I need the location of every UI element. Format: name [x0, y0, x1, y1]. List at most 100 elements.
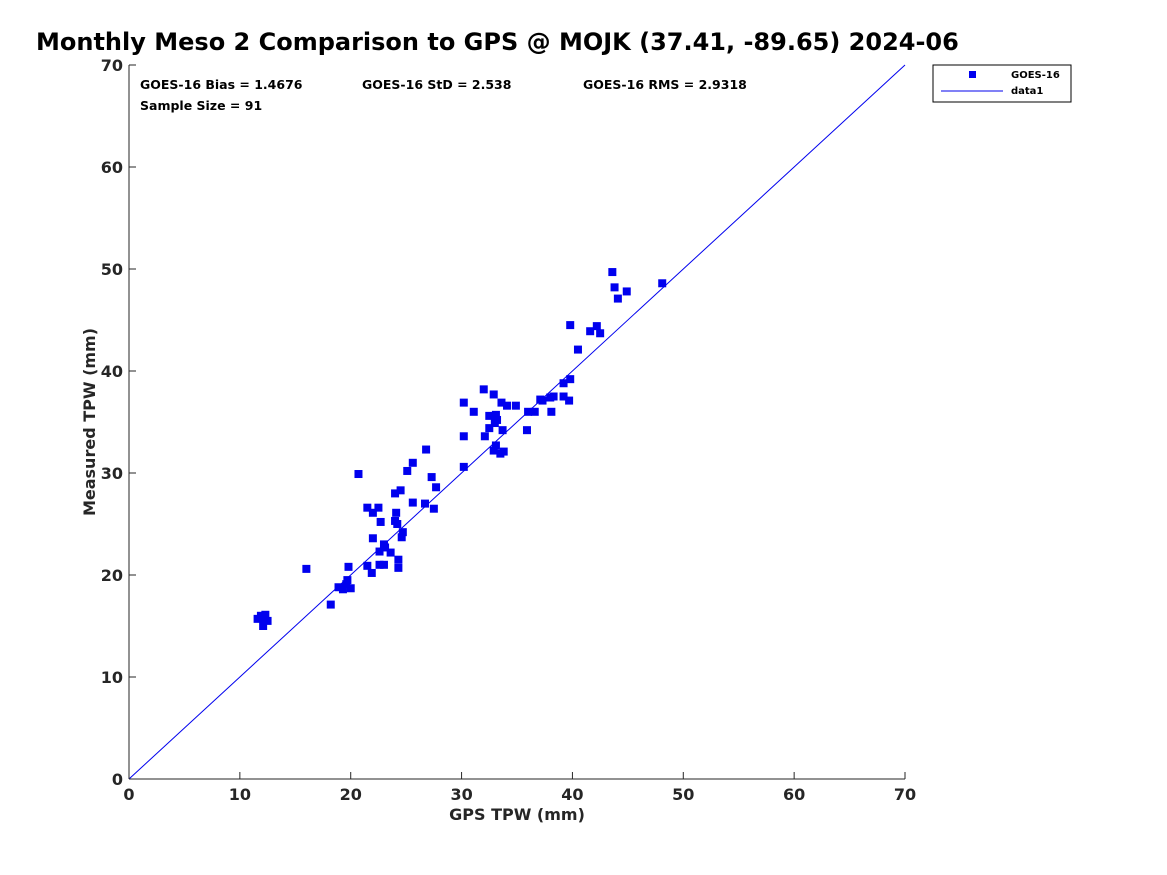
data-point	[374, 503, 383, 512]
data-point	[381, 543, 390, 552]
data-point	[408, 498, 417, 507]
data-point	[363, 503, 372, 512]
ticks-layer: 0 10 20 30 40 50 60 70 0 10 20 30 40 50 60 70	[101, 56, 916, 804]
x-tick-label: 50	[672, 785, 694, 804]
data-point	[393, 520, 402, 528]
data-point	[368, 534, 377, 543]
data-point	[489, 390, 498, 399]
data-point	[479, 385, 488, 394]
legend-label-goes16: GOES-16	[1011, 70, 1060, 81]
data-point	[498, 426, 507, 435]
data-point	[432, 483, 441, 492]
bias-annotation: GOES-16 Bias = 1.4676	[140, 77, 303, 92]
line-layer	[128, 64, 906, 780]
data-point	[566, 375, 575, 384]
points-layer	[253, 268, 667, 630]
series-line-data1	[128, 64, 906, 780]
data-point	[403, 466, 412, 475]
data-point	[573, 345, 582, 354]
y-tick-label: 60	[101, 158, 123, 177]
data-point	[391, 489, 400, 498]
y-tick-label: 30	[101, 464, 123, 483]
data-point	[261, 610, 270, 619]
data-point	[459, 432, 468, 441]
legend: GOES-16 data1	[932, 64, 1072, 103]
y-tick-label: 50	[101, 260, 123, 279]
data-point	[469, 407, 478, 416]
data-point	[586, 327, 595, 336]
y-tick-label: 10	[101, 668, 123, 687]
data-point	[422, 445, 431, 454]
data-point	[608, 268, 617, 277]
data-point	[375, 547, 384, 556]
data-point	[565, 396, 574, 405]
data-point	[489, 446, 498, 455]
data-point	[485, 411, 494, 420]
data-point	[354, 470, 363, 479]
x-tick-label: 60	[783, 785, 805, 804]
legend-marker-goes16	[969, 71, 976, 78]
data-point	[622, 287, 631, 296]
data-point	[511, 401, 520, 410]
data-point	[566, 321, 575, 330]
data-point	[491, 410, 500, 419]
data-point	[346, 584, 355, 593]
data-point	[263, 616, 272, 625]
data-point	[522, 426, 531, 435]
data-point	[592, 322, 601, 331]
data-point	[396, 486, 405, 495]
y-tick-label: 20	[101, 566, 123, 585]
data-point	[559, 392, 568, 401]
data-point	[491, 441, 500, 450]
data-point	[610, 283, 619, 292]
data-point	[392, 508, 401, 517]
data-point	[427, 473, 436, 482]
data-point	[613, 294, 622, 303]
data-point	[493, 415, 502, 424]
data-point	[538, 396, 547, 405]
data-point	[499, 447, 508, 456]
data-point	[334, 583, 343, 592]
x-tick-label: 0	[123, 785, 134, 804]
data-point	[397, 533, 406, 542]
data-point	[480, 432, 489, 441]
data-point	[394, 563, 403, 572]
y-tick-label: 0	[112, 770, 123, 789]
y-axis-label: Measured TPW (mm)	[80, 328, 99, 516]
data-point	[394, 555, 403, 564]
data-point	[429, 504, 438, 513]
data-point	[367, 568, 376, 577]
data-point	[259, 622, 268, 630]
data-point	[386, 548, 395, 557]
data-point	[549, 392, 558, 401]
data-point	[379, 560, 388, 569]
data-point	[338, 585, 347, 594]
data-point	[459, 462, 468, 471]
data-point	[398, 528, 407, 537]
x-tick-label: 40	[561, 785, 583, 804]
data-point	[559, 379, 568, 388]
data-point	[256, 611, 265, 620]
data-point	[503, 401, 512, 410]
data-point	[497, 398, 506, 407]
chart-title: Monthly Meso 2 Comparison to GPS @ MOJK …	[36, 28, 959, 56]
data-point	[302, 564, 311, 573]
data-point	[547, 407, 556, 416]
y-tick-label: 40	[101, 362, 123, 381]
data-point	[420, 499, 429, 508]
data-point	[459, 398, 468, 407]
x-axis-label: GPS TPW (mm)	[449, 805, 585, 824]
data-point	[342, 580, 351, 589]
axes-layer	[128, 65, 905, 780]
x-tick-label: 70	[894, 785, 916, 804]
data-point	[326, 600, 335, 609]
data-point	[368, 508, 377, 517]
data-point	[375, 560, 384, 569]
std-annotation: GOES-16 StD = 2.538	[362, 77, 511, 92]
data-point	[344, 562, 353, 571]
x-tick-label: 10	[229, 785, 251, 804]
legend-box	[932, 64, 1072, 103]
y-tick-label: 70	[101, 56, 123, 75]
data-point	[596, 329, 605, 338]
